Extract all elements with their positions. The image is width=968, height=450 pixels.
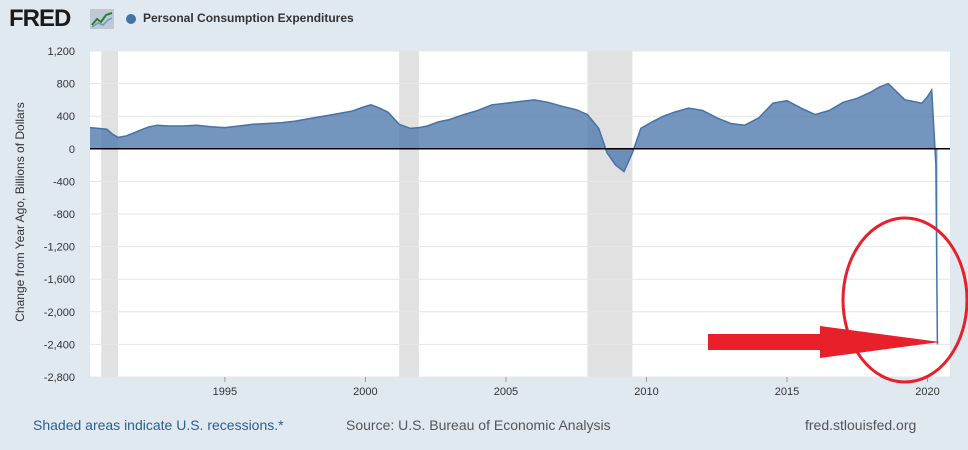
y-tick-label: -800 [53,209,75,221]
x-tick-label: 2010 [634,386,658,398]
source-note: Source: U.S. Bureau of Economic Analysis [346,417,611,433]
x-tick-label: 2005 [494,386,518,398]
y-tick-label: 1,200 [47,46,75,58]
x-tick-label: 1995 [213,386,237,398]
x-tick-label: 2020 [915,386,939,398]
series-line [89,82,939,345]
recessions-note-link[interactable]: Shaded areas indicate U.S. recessions.* [33,417,284,433]
y-tick-label: -2,000 [44,307,75,319]
y-tick-label: 400 [57,111,75,123]
y-tick-label: -2,800 [44,372,75,384]
fred-logo[interactable]: FRED [9,5,71,32]
x-tick-label: 2000 [353,386,377,398]
y-axis-label: Change from Year Ago, Billions of Dollar… [13,102,27,321]
y-tick-label: -1,600 [44,274,75,286]
annotation-circle [841,216,968,384]
y-tick-label: -400 [53,176,75,188]
y-tick-label: 800 [57,79,75,91]
site-link[interactable]: fred.stlouisfed.org [805,417,917,433]
legend-series-label[interactable]: Personal Consumption Expenditures [143,11,354,25]
x-axis-ticks: 1995 2000 2005 2010 2015 2020 [213,377,940,398]
chart-header: FRED Personal Consumption Expenditures [0,0,968,40]
y-tick-label: -2,400 [44,339,75,351]
annotation-arrow [708,326,940,358]
annotation-group [708,216,968,384]
y-tick-label: -1,200 [44,242,75,254]
chart-svg: 1,200 800 400 0 -400 -800 -1,200 -1,600 -2,000 -2… [13,46,968,398]
y-axis-ticks: 1,200 800 400 0 -400 -800 -1,200 -1,600 -2,000 -2… [44,46,75,384]
x-tick-label: 2015 [775,386,799,398]
y-tick-label: 0 [69,144,75,156]
chart-line-icon [90,9,114,34]
legend-series-marker [126,14,136,24]
